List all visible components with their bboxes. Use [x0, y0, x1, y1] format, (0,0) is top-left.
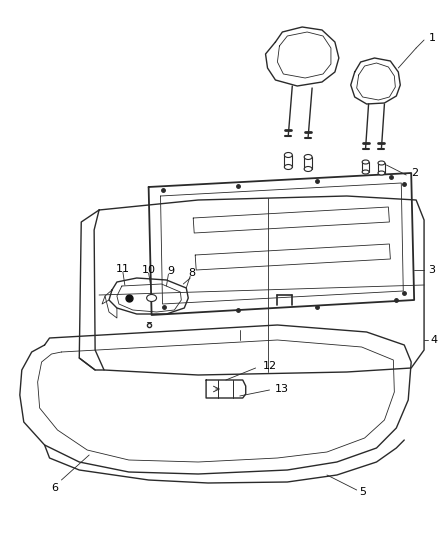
Text: 13: 13 — [275, 384, 289, 394]
Text: 12: 12 — [262, 361, 277, 371]
Text: 1: 1 — [429, 33, 436, 43]
Ellipse shape — [378, 161, 385, 165]
Text: 6: 6 — [51, 483, 58, 493]
Ellipse shape — [304, 166, 312, 172]
Text: 10: 10 — [141, 265, 155, 275]
Ellipse shape — [147, 295, 156, 302]
Ellipse shape — [284, 165, 292, 169]
Text: 8: 8 — [189, 268, 196, 278]
Text: 11: 11 — [116, 264, 130, 274]
Text: 2: 2 — [411, 168, 418, 178]
Ellipse shape — [304, 155, 312, 159]
Ellipse shape — [284, 152, 292, 157]
Ellipse shape — [378, 171, 385, 175]
Text: 4: 4 — [430, 335, 437, 345]
Ellipse shape — [362, 170, 369, 174]
Text: 3: 3 — [428, 265, 435, 275]
Text: 9: 9 — [167, 266, 174, 276]
Ellipse shape — [362, 160, 369, 164]
Text: 5: 5 — [360, 487, 367, 497]
